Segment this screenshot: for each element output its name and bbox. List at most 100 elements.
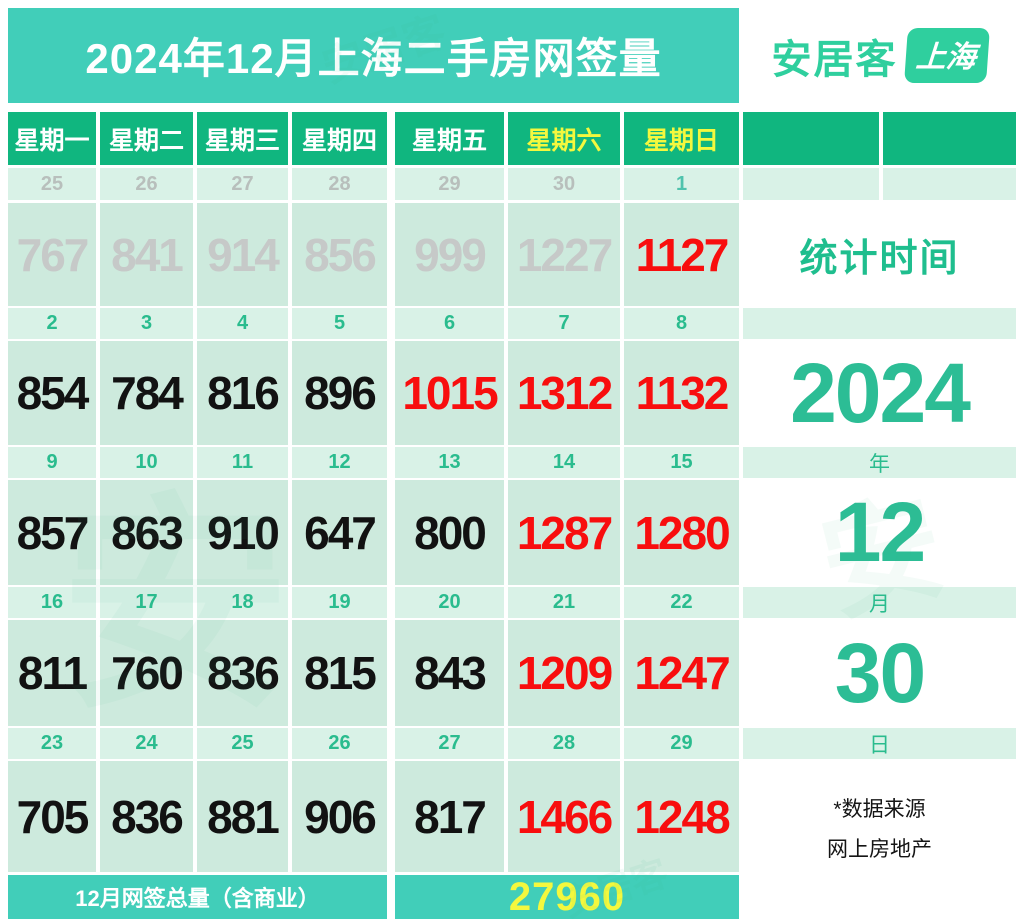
value-cell: 836 bbox=[197, 620, 288, 726]
title-banner: 2024年12月上海二手房网签量 bbox=[8, 8, 739, 103]
date-row: 23 24 25 26 27 28 29 日 bbox=[8, 728, 1016, 759]
date-row: 25 26 27 28 29 30 1 bbox=[8, 168, 1016, 200]
date-cell: 6 bbox=[395, 308, 504, 339]
weekday-fri: 星期五 bbox=[395, 112, 504, 165]
data-source-line1: *数据来源 bbox=[833, 797, 926, 821]
value-cell: 647 bbox=[292, 480, 387, 585]
date-cell: 8 bbox=[624, 308, 739, 339]
value-cell: 896 bbox=[292, 341, 387, 445]
data-source-cell: *数据来源 网上房地产 bbox=[743, 761, 1016, 872]
value-cell: 1280 bbox=[624, 480, 739, 585]
weekday-header-row: 星期一 星期二 星期三 星期四 星期五 星期六 星期日 bbox=[8, 112, 1016, 165]
value-cell: 800 bbox=[395, 480, 504, 585]
weekday-sat: 星期六 bbox=[508, 112, 620, 165]
value-row: 767 841 914 856 999 1227 1127 统计时间 bbox=[8, 203, 1016, 306]
date-cell: 27 bbox=[395, 728, 504, 759]
value-cell: 817 bbox=[395, 761, 504, 872]
date-cell: 3 bbox=[100, 308, 193, 339]
header-filler-cell bbox=[743, 112, 879, 165]
stat-year-value: 2024 bbox=[790, 345, 971, 440]
value-cell: 1209 bbox=[508, 620, 620, 726]
date-cell: 1 bbox=[624, 168, 739, 200]
value-cell: 863 bbox=[100, 480, 193, 585]
value-cell: 906 bbox=[292, 761, 387, 872]
total-label-cell: 12月网签总量（含商业） bbox=[8, 875, 387, 919]
value-cell: 815 bbox=[292, 620, 387, 726]
stat-time-label: 统计时间 bbox=[799, 238, 960, 280]
date-cell: 18 bbox=[197, 587, 288, 618]
date-cell: 5 bbox=[292, 308, 387, 339]
date-cell: 25 bbox=[8, 168, 96, 200]
brand-logo: 安居客 上海 bbox=[743, 8, 1016, 103]
date-cell: 2 bbox=[8, 308, 96, 339]
total-value: 27960 bbox=[508, 874, 626, 919]
date-cell: 26 bbox=[292, 728, 387, 759]
total-label: 12月网签总量（含商业） bbox=[75, 886, 320, 911]
stat-month-value: 12 bbox=[834, 485, 926, 579]
date-cell: 29 bbox=[624, 728, 739, 759]
date-cell: 14 bbox=[508, 447, 620, 478]
stat-time-cell: 统计时间 bbox=[743, 203, 1016, 306]
date-cell: 26 bbox=[100, 168, 193, 200]
value-cell: 1466 bbox=[508, 761, 620, 872]
value-cell: 767 bbox=[8, 203, 96, 306]
side-filler-cell bbox=[883, 168, 1016, 200]
value-row: 811 760 836 815 843 1209 1247 30 bbox=[8, 620, 1016, 726]
value-cell: 843 bbox=[395, 620, 504, 726]
stat-year-cell: 2024 bbox=[743, 341, 1016, 445]
weekday-tue: 星期二 bbox=[100, 112, 193, 165]
weekday-sun: 星期日 bbox=[624, 112, 739, 165]
value-cell: 999 bbox=[395, 203, 504, 306]
value-cell: 1248 bbox=[624, 761, 739, 872]
value-cell: 1015 bbox=[395, 341, 504, 445]
date-cell: 4 bbox=[197, 308, 288, 339]
date-cell: 17 bbox=[100, 587, 193, 618]
value-row: 854 784 816 896 1015 1312 1132 2024 bbox=[8, 341, 1016, 445]
value-row: 705 836 881 906 817 1466 1248 *数据来源 网上房地… bbox=[8, 761, 1016, 872]
date-cell: 23 bbox=[8, 728, 96, 759]
date-cell: 12 bbox=[292, 447, 387, 478]
data-source-note: *数据来源 网上房地产 bbox=[827, 764, 932, 870]
value-cell: 1287 bbox=[508, 480, 620, 585]
value-cell: 854 bbox=[8, 341, 96, 445]
value-cell: 705 bbox=[8, 761, 96, 872]
value-cell: 841 bbox=[100, 203, 193, 306]
value-cell: 910 bbox=[197, 480, 288, 585]
total-value-cell: 27960 bbox=[395, 875, 739, 919]
date-cell: 13 bbox=[395, 447, 504, 478]
value-cell: 760 bbox=[100, 620, 193, 726]
value-cell: 1312 bbox=[508, 341, 620, 445]
date-cell: 24 bbox=[100, 728, 193, 759]
value-cell: 836 bbox=[100, 761, 193, 872]
date-cell: 21 bbox=[508, 587, 620, 618]
date-cell: 27 bbox=[197, 168, 288, 200]
value-cell: 1127 bbox=[624, 203, 739, 306]
value-cell: 1247 bbox=[624, 620, 739, 726]
stat-month-unit: 月 bbox=[743, 587, 1016, 618]
content: 2024年12月上海二手房网签量 安居客 上海 星期一 星期二 星期三 星期四 … bbox=[8, 8, 1016, 919]
date-cell: 20 bbox=[395, 587, 504, 618]
date-cell: 11 bbox=[197, 447, 288, 478]
weekday-thu: 星期四 bbox=[292, 112, 387, 165]
brand-name: 安居客 bbox=[771, 37, 898, 82]
stat-day-value: 30 bbox=[834, 625, 926, 720]
brand-city-badge: 上海 bbox=[903, 28, 990, 83]
value-cell: 1132 bbox=[624, 341, 739, 445]
value-cell: 1227 bbox=[508, 203, 620, 306]
date-cell: 10 bbox=[100, 447, 193, 478]
value-cell: 856 bbox=[292, 203, 387, 306]
value-cell: 811 bbox=[8, 620, 96, 726]
date-cell: 7 bbox=[508, 308, 620, 339]
value-cell: 784 bbox=[100, 341, 193, 445]
value-cell: 881 bbox=[197, 761, 288, 872]
value-cell: 914 bbox=[197, 203, 288, 306]
date-cell: 25 bbox=[197, 728, 288, 759]
value-cell: 857 bbox=[8, 480, 96, 585]
value-cell: 816 bbox=[197, 341, 288, 445]
header-filler-cell bbox=[883, 112, 1016, 165]
data-source-line2: 网上房地产 bbox=[827, 837, 932, 861]
date-row: 2 3 4 5 6 7 8 bbox=[8, 308, 1016, 339]
date-cell: 9 bbox=[8, 447, 96, 478]
date-cell: 30 bbox=[508, 168, 620, 200]
